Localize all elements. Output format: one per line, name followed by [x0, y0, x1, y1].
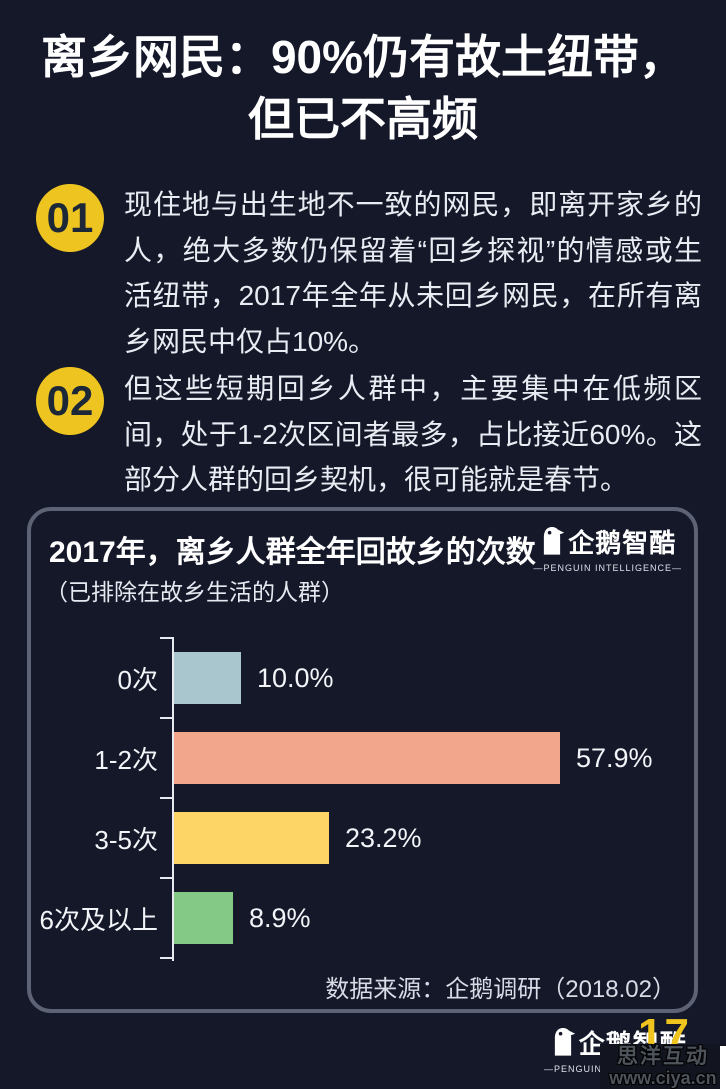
page-title-line2: 但已不高频 [248, 93, 478, 145]
value-label: 8.9% [249, 902, 311, 933]
bar-6次及以上 [174, 892, 233, 944]
category-label: 0次 [117, 664, 158, 695]
logo-name: 企鹅智酷 [568, 528, 677, 558]
chart-row-6次及以上: 6次及以上 8.9% [31, 878, 694, 958]
chart-row-0次: 0次 10.0% [31, 638, 694, 718]
watermark-url: www.ciya.cn [609, 1067, 717, 1088]
value-label: 23.2% [345, 822, 422, 853]
category-label: 3-5次 [94, 824, 158, 855]
chart-title: 2017年，离乡人群全年回故乡的次数 [49, 536, 536, 569]
logo-tagline: —PENGUIN INTELLIGENCE— [533, 563, 682, 573]
penguin-intelligence-logo: 企鹅智酷 —PENGUIN INTELLIGENCE— [533, 523, 682, 573]
bar-0次 [174, 652, 241, 704]
axis-tick [160, 797, 172, 799]
value-label: 10.0% [257, 662, 334, 693]
y-axis-line [172, 637, 174, 961]
watermark: 思洋互动 www.ciya.cn [600, 1044, 726, 1089]
page-title: 离乡网民：90%仍有故土纽带， 但已不高频 [0, 26, 726, 150]
data-source: 数据来源：企鹅调研（2018.02） [325, 976, 676, 1003]
bar-3-5次 [174, 812, 329, 864]
point-2-number: 02 [46, 377, 94, 424]
chart-row-3-5次: 3-5次 23.2% [31, 798, 694, 878]
watermark-edge-strip [720, 1046, 726, 1089]
axis-tick [160, 877, 172, 879]
chart-row-1-2次: 1-2次 57.9% [31, 718, 694, 798]
bar-chart: 0次 10.0% 1-2次 57.9% 3-5次 23.2% 6次及以上 8.9% [31, 511, 694, 1009]
category-label: 6次及以上 [39, 904, 158, 935]
page-title-line1: 离乡网民：90%仍有故土纽带， [40, 31, 686, 83]
axis-tick [160, 717, 172, 719]
point-2-number-badge: 02 [36, 367, 104, 435]
point-1-number-badge: 01 [36, 184, 104, 252]
point-1-number: 01 [46, 194, 94, 241]
point-2-text: 但这些短期回乡人群中，主要集中在低频区间，处于1-2次区间者最多，占比接近60%… [124, 373, 702, 495]
category-label: 1-2次 [94, 744, 158, 775]
chart-panel: 2017年，离乡人群全年回故乡的次数 企鹅智酷 —PENGUIN INTELLI… [27, 507, 698, 1013]
watermark-name: 思洋互动 [617, 1044, 709, 1068]
axis-tick [160, 957, 172, 959]
bar-1-2次 [174, 732, 560, 784]
penguin-icon [539, 525, 565, 560]
value-label: 57.9% [576, 742, 653, 773]
point-1-text: 现住地与出生地不一致的网民，即离开家乡的人，绝大多数仍保留着“回乡探视”的情感或… [124, 189, 702, 357]
axis-tick [160, 637, 172, 639]
chart-subtitle: （已排除在故乡生活的人群） [45, 579, 344, 605]
penguin-icon [550, 1026, 576, 1061]
